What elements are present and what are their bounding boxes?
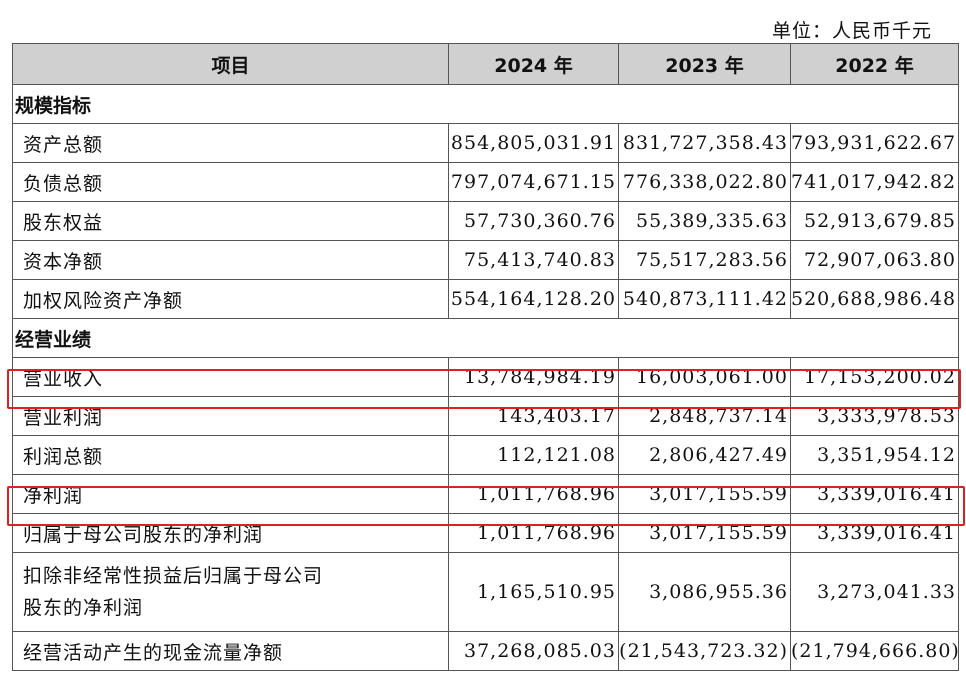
- row-label: 经营活动产生的现金流量净额: [12, 631, 449, 671]
- cell-2022: 3,333,978.53: [790, 396, 959, 436]
- row-label: 负债总额: [12, 162, 449, 202]
- cell-2023: 3,017,155.59: [618, 513, 791, 553]
- cell-2024: 1,165,510.95: [448, 552, 619, 632]
- row-label: 营业利润: [12, 396, 449, 436]
- cell-2022: 52,913,679.85: [790, 201, 959, 241]
- cell-2024: 37,268,085.03: [448, 631, 619, 671]
- cell-2024: 57,730,360.76: [448, 201, 619, 241]
- row-label: 营业收入: [12, 357, 449, 397]
- table-row: 利润总额 112,121.08 2,806,427.49 3,351,954.1…: [12, 435, 959, 475]
- row-label: 扣除非经常性损益后归属于母公司 股东的净利润: [12, 552, 449, 632]
- cell-2023: 55,389,335.63: [618, 201, 791, 241]
- table-row: 扣除非经常性损益后归属于母公司 股东的净利润 1,165,510.95 3,08…: [12, 552, 959, 632]
- row-label: 利润总额: [12, 435, 449, 475]
- table-row-highlighted: 净利润 1,011,768.96 3,017,155.59 3,339,016.…: [12, 474, 959, 514]
- header-2024: 2024 年: [448, 43, 619, 85]
- cell-2023: 2,848,737.14: [618, 396, 791, 436]
- section-title: 经营业绩: [12, 318, 959, 358]
- row-label: 归属于母公司股东的净利润: [12, 513, 449, 553]
- cell-2022: 3,273,041.33: [790, 552, 959, 632]
- table-row: 负债总额 797,074,671.15 776,338,022.80 741,0…: [12, 162, 959, 202]
- table-row: 资产总额 854,805,031.91 831,727,358.43 793,9…: [12, 123, 959, 163]
- section-title: 规模指标: [12, 84, 959, 124]
- unit-label: 单位：人民币千元: [771, 20, 932, 42]
- cell-2022: 72,907,063.80: [790, 240, 959, 280]
- section-row-performance: 经营业绩: [12, 318, 959, 358]
- table-row: 营业利润 143,403.17 2,848,737.14 3,333,978.5…: [12, 396, 959, 436]
- cell-2022: 17,153,200.02: [790, 357, 959, 397]
- cell-2024: 75,413,740.83: [448, 240, 619, 280]
- cell-2024: 112,121.08: [448, 435, 619, 475]
- cell-2024: 1,011,768.96: [448, 513, 619, 553]
- cell-2024: 143,403.17: [448, 396, 619, 436]
- cell-2024: 13,784,984.19: [448, 357, 619, 397]
- cell-2023: 776,338,022.80: [618, 162, 791, 202]
- table-row-highlighted: 营业收入 13,784,984.19 16,003,061.00 17,153,…: [12, 357, 959, 397]
- cell-2024: 797,074,671.15: [448, 162, 619, 202]
- cell-2022: 793,931,622.67: [790, 123, 959, 163]
- row-label-line-2: 股东的净利润: [23, 597, 144, 619]
- table-row: 归属于母公司股东的净利润 1,011,768.96 3,017,155.59 3…: [12, 513, 959, 553]
- section-row-scale: 规模指标: [12, 84, 959, 124]
- cell-2022: 520,688,986.48: [790, 279, 959, 319]
- header-item: 项目: [12, 43, 449, 85]
- cell-2022: 741,017,942.82: [790, 162, 959, 202]
- cell-2024: 554,164,128.20: [448, 279, 619, 319]
- cell-2023: 16,003,061.00: [618, 357, 791, 397]
- table-row: 经营活动产生的现金流量净额 37,268,085.03 (21,543,723.…: [12, 631, 959, 671]
- cell-2023: 831,727,358.43: [618, 123, 791, 163]
- cell-2023: (21,543,723.32): [618, 631, 791, 671]
- cell-2022: (21,794,666.80): [790, 631, 959, 671]
- header-2022: 2022 年: [790, 43, 959, 85]
- cell-2023: 3,086,955.36: [618, 552, 791, 632]
- row-label-line-1: 扣除非经常性损益后归属于母公司: [23, 565, 324, 587]
- cell-2023: 75,517,283.56: [618, 240, 791, 280]
- table-row: 资本净额 75,413,740.83 75,517,283.56 72,907,…: [12, 240, 959, 280]
- cell-2024: 854,805,031.91: [448, 123, 619, 163]
- table-row: 股东权益 57,730,360.76 55,389,335.63 52,913,…: [12, 201, 959, 241]
- cell-2022: 3,339,016.41: [790, 513, 959, 553]
- row-label: 资产总额: [12, 123, 449, 163]
- row-label: 加权风险资产净额: [12, 279, 449, 319]
- header-2023: 2023 年: [618, 43, 791, 85]
- table-header-row: 项目 2024 年 2023 年 2022 年: [12, 43, 959, 85]
- cell-2024: 1,011,768.96: [448, 474, 619, 514]
- row-label: 净利润: [12, 474, 449, 514]
- row-label: 资本净额: [12, 240, 449, 280]
- table-row: 加权风险资产净额 554,164,128.20 540,873,111.42 5…: [12, 279, 959, 319]
- cell-2022: 3,351,954.12: [790, 435, 959, 475]
- cell-2022: 3,339,016.41: [790, 474, 959, 514]
- cell-2023: 3,017,155.59: [618, 474, 791, 514]
- financial-summary-table: 项目 2024 年 2023 年 2022 年 规模指标 资产总额 854,80…: [12, 43, 959, 671]
- cell-2023: 540,873,111.42: [618, 279, 791, 319]
- row-label: 股东权益: [12, 201, 449, 241]
- cell-2023: 2,806,427.49: [618, 435, 791, 475]
